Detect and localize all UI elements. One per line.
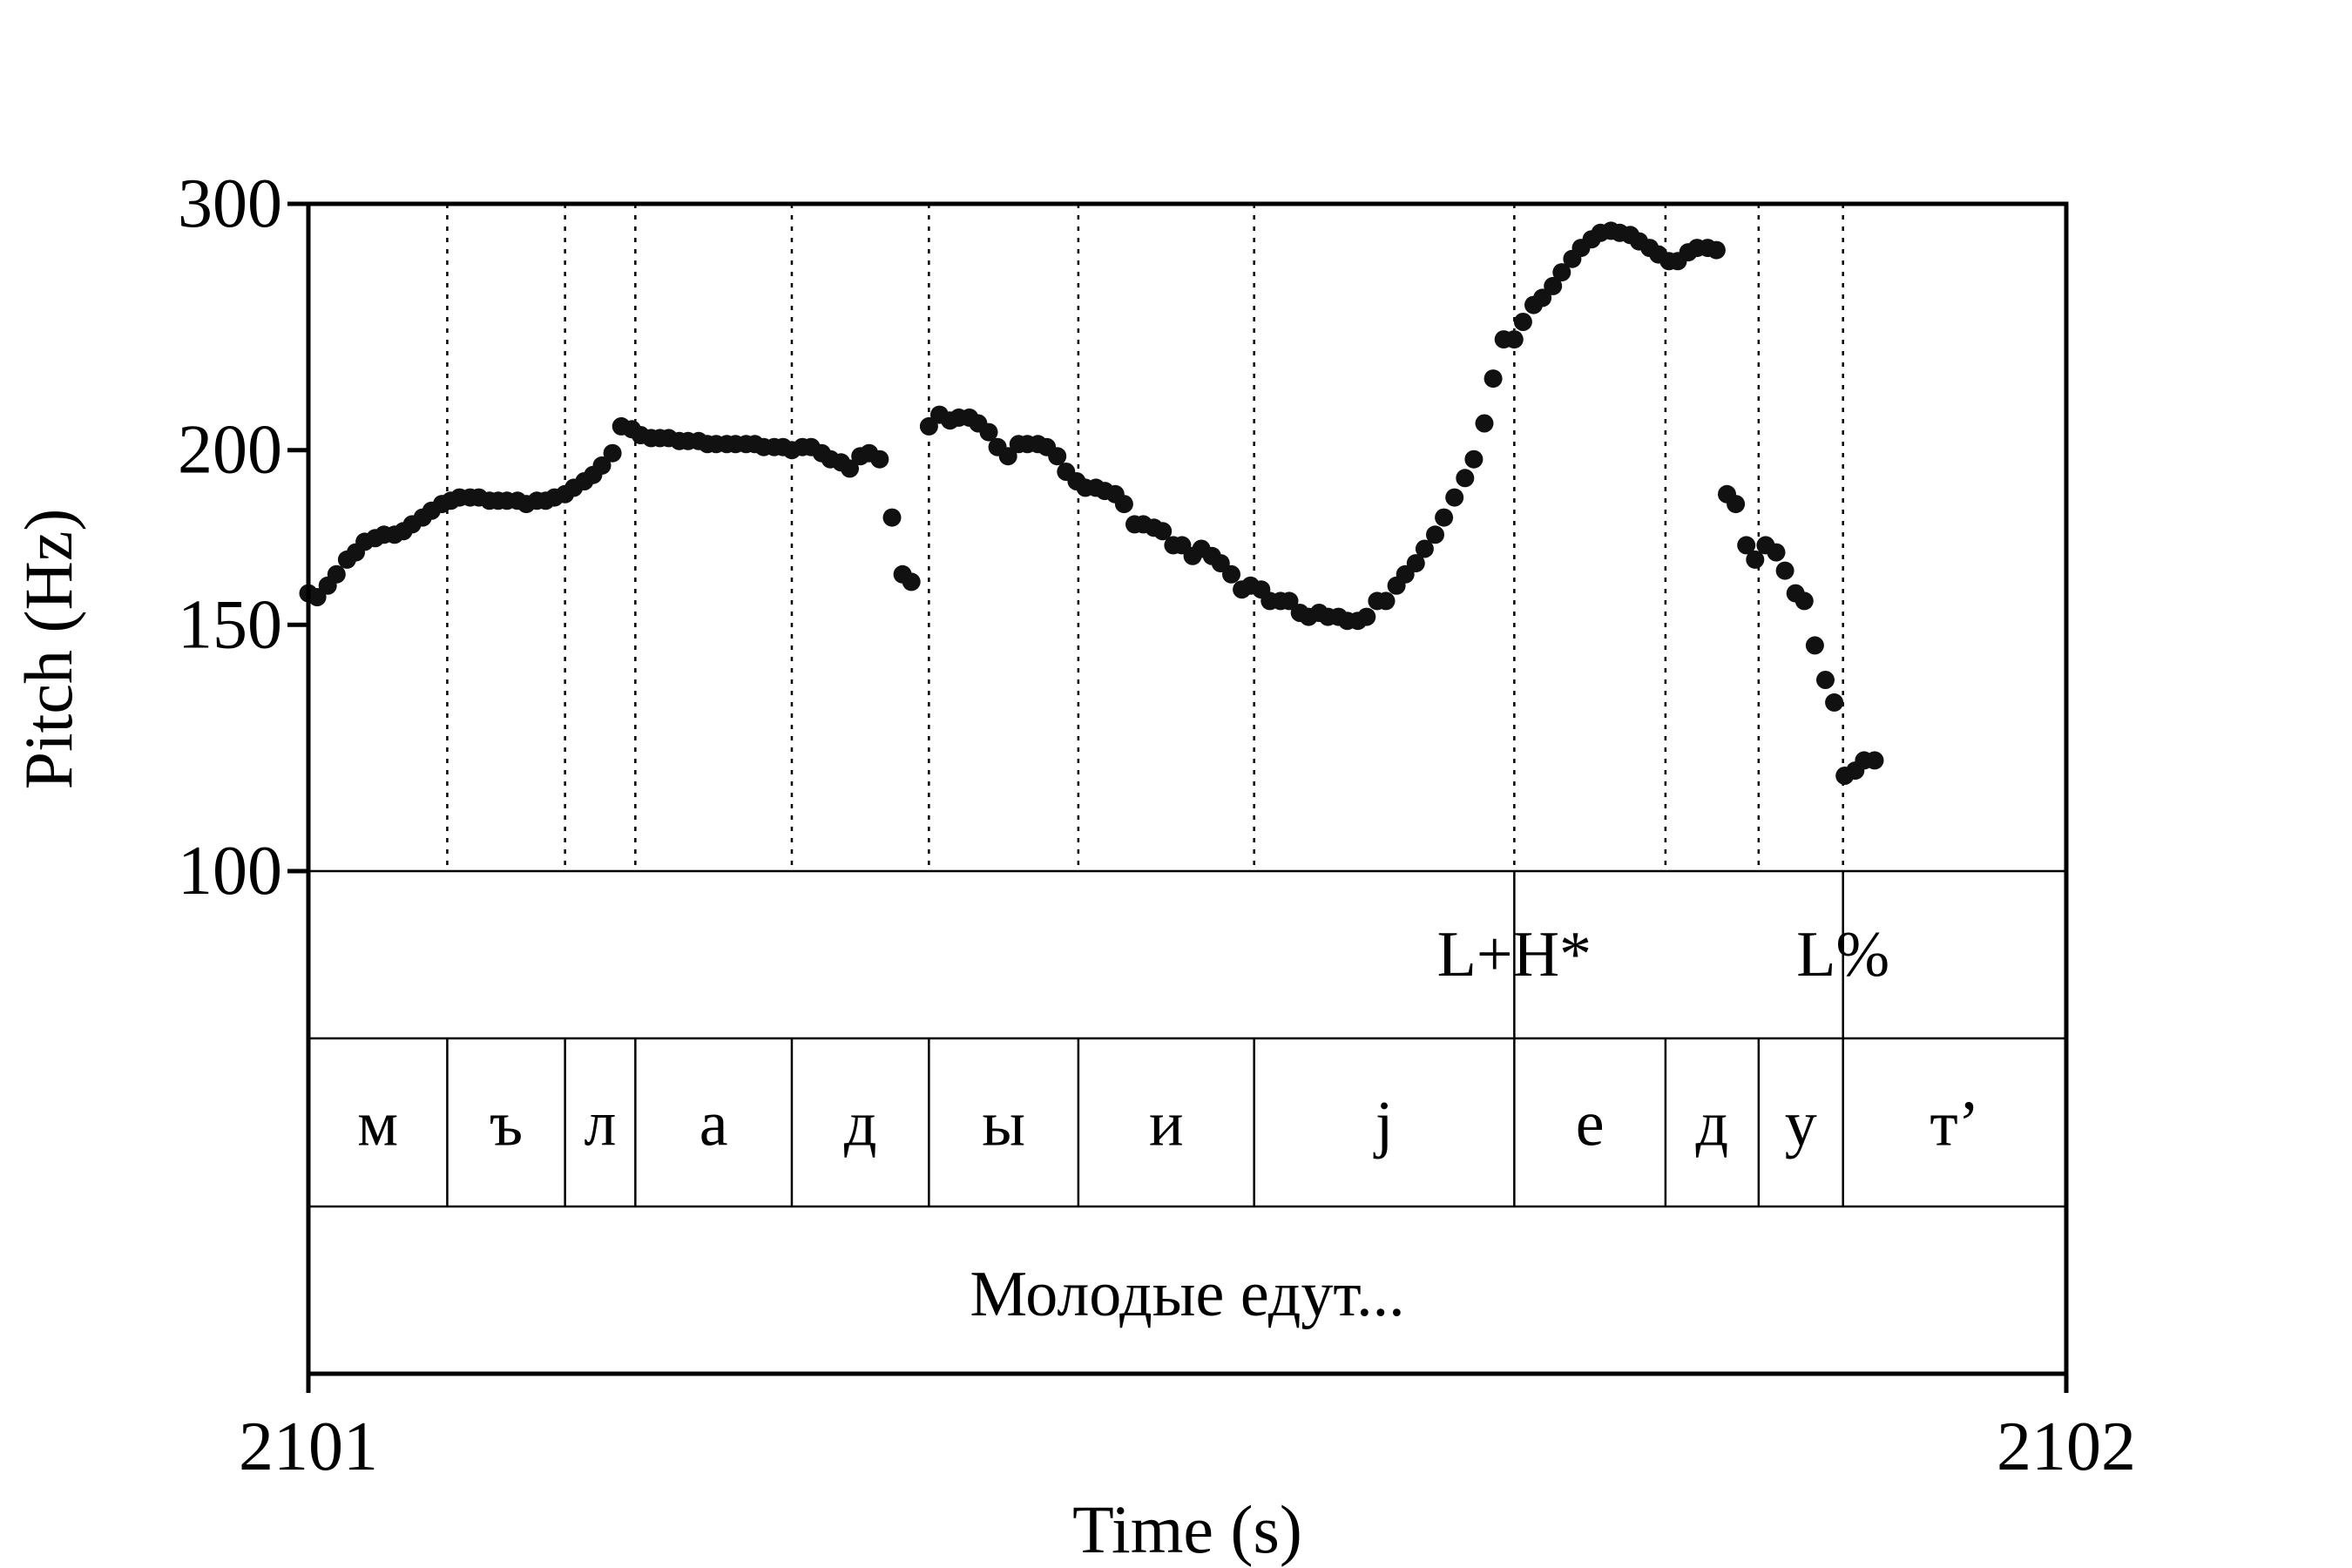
y-tick-label: 150 xyxy=(178,586,282,663)
pitch-point xyxy=(902,572,921,591)
pitch-point xyxy=(870,449,889,469)
pitch-point xyxy=(1445,488,1464,507)
pitch-points xyxy=(299,221,1884,785)
segment-label: д xyxy=(1696,1089,1729,1160)
pitch-point xyxy=(1114,495,1133,514)
pitch-point xyxy=(1775,561,1794,580)
segment-label: у xyxy=(1785,1089,1817,1160)
segment-label: а xyxy=(700,1089,728,1160)
pitch-point xyxy=(1415,539,1434,558)
utterance-caption: Молодые едут... xyxy=(970,1259,1404,1330)
pitch-point xyxy=(1746,550,1765,569)
tone-label: L+H* xyxy=(1437,919,1592,990)
tone-label: L% xyxy=(1796,919,1889,990)
pitch-point xyxy=(979,422,998,442)
pitch-point xyxy=(1357,607,1376,626)
x-tick-label: 2102 xyxy=(1997,1409,2136,1485)
y-axis-title: Pitch (Hz) xyxy=(10,509,86,790)
pitch-point xyxy=(1825,693,1844,712)
pitch-point xyxy=(1552,263,1571,282)
pitch-point xyxy=(1456,469,1475,488)
segment-label: м xyxy=(357,1089,398,1160)
segment-boundary-lines xyxy=(446,204,1844,1206)
segment-label: и xyxy=(1149,1089,1184,1160)
pitch-point xyxy=(1475,414,1494,433)
pitch-point xyxy=(1435,508,1454,527)
pitch-point xyxy=(1767,543,1786,562)
pitch-point xyxy=(1376,591,1396,611)
pitch-point xyxy=(327,564,346,584)
pitch-point xyxy=(1153,522,1173,541)
pitch-point xyxy=(1280,591,1299,611)
segment-label: ы xyxy=(982,1089,1025,1160)
pitch-point xyxy=(919,416,938,436)
tier-labels: м ъ л а д ы и j е д у т’L+H* L% xyxy=(357,919,1979,1160)
pitch-point xyxy=(603,443,622,463)
pitch-point xyxy=(1222,564,1240,584)
pitch-point xyxy=(592,456,612,475)
segment-label: т’ xyxy=(1930,1089,1979,1160)
x-axis-title: Time (s) xyxy=(1072,1491,1302,1567)
pitch-point xyxy=(1484,369,1503,389)
segment-label: е xyxy=(1576,1089,1605,1160)
pitch-point xyxy=(1426,525,1444,544)
pitch-point xyxy=(1406,554,1425,573)
pitch-point xyxy=(1794,591,1814,611)
pitch-point xyxy=(841,459,859,478)
y-tick-label: 300 xyxy=(178,166,282,242)
pitch-point xyxy=(1048,447,1067,466)
segment-label: j xyxy=(1373,1089,1394,1160)
x-tick-label: 2101 xyxy=(239,1409,378,1485)
segment-label: д xyxy=(844,1089,877,1160)
y-tick-label: 100 xyxy=(178,833,282,909)
y-tick-label: 200 xyxy=(178,412,282,489)
pitch-point xyxy=(1464,449,1484,469)
pitch-point xyxy=(1805,636,1824,655)
segment-label: ъ xyxy=(490,1089,523,1160)
plot-frame xyxy=(306,201,2069,1376)
pitch-point xyxy=(1544,276,1563,295)
pitch-point xyxy=(1707,240,1726,260)
segment-label: л xyxy=(585,1089,617,1160)
pitch-point xyxy=(1533,288,1552,308)
pitch-point xyxy=(1513,313,1532,331)
pitch-point xyxy=(1865,751,1884,770)
pitch-point xyxy=(882,508,902,527)
pitch-point xyxy=(1816,671,1835,689)
annotation-tiers xyxy=(308,869,2066,1208)
axis-ticks: 100 150 200 300 2101 2102 xyxy=(178,166,2136,1485)
pitch-point xyxy=(1504,330,1524,349)
pitch-point xyxy=(1727,495,1746,514)
pitch-point xyxy=(1737,536,1756,555)
pitch-point xyxy=(998,447,1017,466)
